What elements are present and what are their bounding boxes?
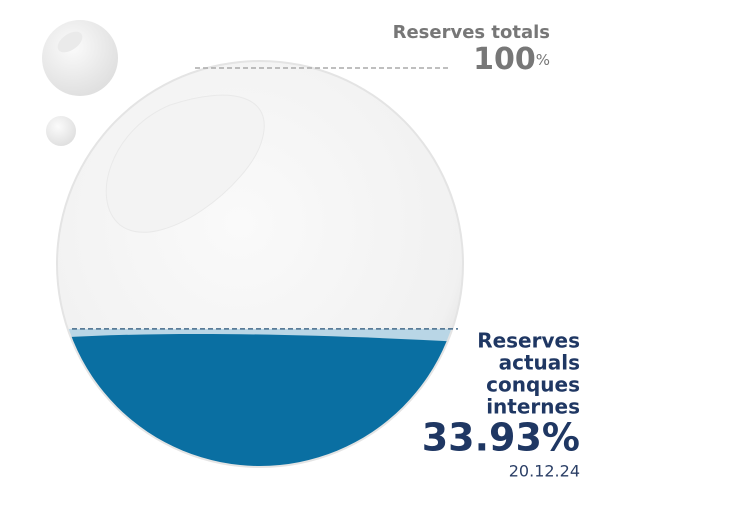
label-line: Reserves: [477, 329, 580, 353]
label-line: internes: [486, 395, 580, 419]
highlight: [105, 94, 265, 233]
max-value: 100%: [473, 42, 550, 77]
max-label: Reserves totals: [393, 22, 550, 43]
water: [58, 333, 462, 466]
label-line: actuals: [499, 351, 580, 375]
bubble-highlight: [57, 31, 83, 53]
date: 20.12.24: [509, 462, 580, 481]
bubble: [46, 116, 76, 146]
bubble: [42, 20, 118, 96]
max-number: 100: [473, 42, 536, 77]
label-line: conques: [486, 373, 580, 397]
max-unit: %: [536, 51, 550, 69]
value-label: 33.93%: [422, 416, 580, 460]
